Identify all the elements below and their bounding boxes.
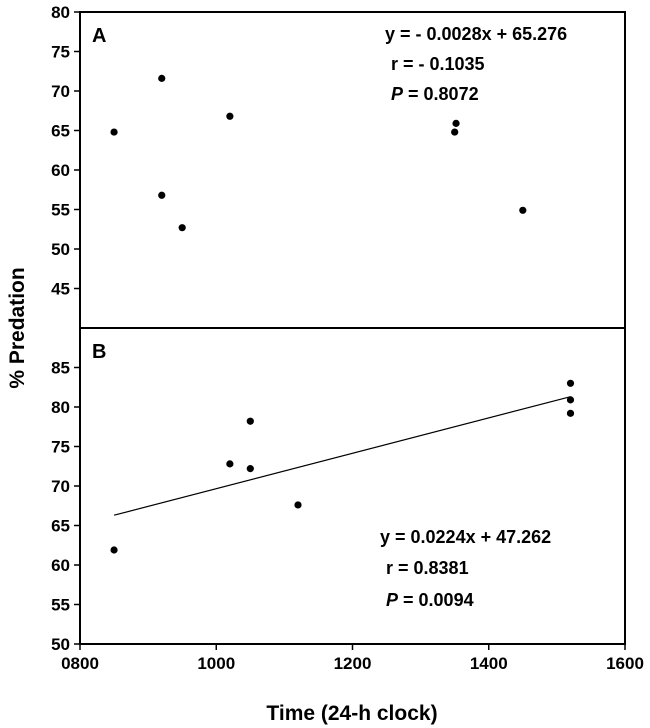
- panel-b-y-tick-label: 65: [51, 517, 70, 536]
- panel-b-data-point: [566, 396, 575, 404]
- panel-a-y-tick-label: 80: [51, 3, 70, 22]
- y-axis-title: % Predation: [6, 267, 29, 388]
- x-tick-label: 1600: [606, 654, 644, 673]
- panel-b-y-tick-label: 55: [51, 596, 70, 615]
- panel-b-data-point: [294, 501, 302, 509]
- panel-b-p-label: P: [386, 590, 399, 610]
- panel-a-y-tick-label: 70: [51, 82, 70, 101]
- panel-b-regression-line: [113, 396, 571, 516]
- panel-a-data-point: [158, 191, 166, 199]
- panel-a-frame: [79, 11, 626, 329]
- panel-b-p-value: P = 0.0094: [386, 590, 474, 610]
- panel-a-y-tick-label: 45: [51, 280, 70, 299]
- panel-a-equation: y = - 0.0028x + 65.276: [385, 24, 567, 44]
- panel-a-data-point: [452, 119, 460, 127]
- chart-marks: 45 50 55 60 65 70 75 80 50 55 60 65 70 75 80 85 0800 1000…: [51, 3, 644, 673]
- panel-b-y-tick-label: 80: [51, 398, 70, 417]
- panel-b-data-point: [226, 460, 234, 468]
- panel-b-y-tick-label: 75: [51, 438, 70, 457]
- panel-b-y-tick-label: 50: [51, 635, 70, 654]
- panel-a-y-tick-label: 50: [51, 240, 70, 259]
- panel-a-data-point: [451, 128, 459, 136]
- x-tick-label: 1200: [334, 654, 372, 673]
- panel-a-r-value: r = - 0.1035: [391, 54, 485, 74]
- panel-a-p-value: P = 0.8072: [391, 84, 479, 104]
- panel-b-data-point: [566, 409, 575, 417]
- panel-b-letter: B: [92, 341, 106, 363]
- panel-a-p-number: = 0.8072: [403, 84, 479, 104]
- panel-b-y-tick-label: 85: [51, 359, 70, 378]
- panel-a-data-point: [178, 224, 186, 232]
- panel-b-data-point: [246, 417, 254, 425]
- panel-b-frame: [79, 327, 626, 645]
- panel-a-letter: A: [92, 25, 106, 47]
- panel-a-y-tick-label: 60: [51, 161, 70, 180]
- x-tick-label: 0800: [61, 654, 99, 673]
- x-tick-label: 1000: [197, 654, 235, 673]
- panel-b-p-number: = 0.0094: [398, 590, 474, 610]
- panel-b-r-value: r = 0.8381: [386, 558, 469, 578]
- panel-a-data-point: [226, 112, 234, 120]
- panel-a-y-tick-label: 75: [51, 43, 70, 62]
- panel-a-data-point: [158, 74, 166, 82]
- panel-a-y-tick-label: 65: [51, 122, 70, 141]
- x-axis-title: Time (24-h clock): [266, 702, 437, 725]
- panel-a-data-point: [519, 206, 527, 214]
- panel-b-data-point: [566, 379, 575, 387]
- panel-b-data-point: [110, 546, 118, 554]
- panel-a-p-label: P: [391, 84, 404, 104]
- panel-a-data-point: [110, 128, 118, 136]
- panel-b-data-point: [246, 465, 254, 473]
- panel-b-y-tick-label: 70: [51, 477, 70, 496]
- panel-b-equation: y = 0.0224x + 47.262: [380, 527, 551, 547]
- panel-b-y-tick-label: 60: [51, 556, 70, 575]
- panel-a-y-tick-label: 55: [51, 201, 70, 220]
- x-tick-label: 1400: [470, 654, 508, 673]
